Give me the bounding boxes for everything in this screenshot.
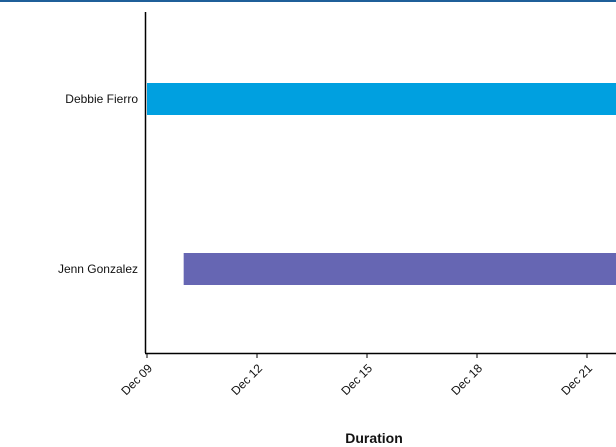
top-border [0,0,616,2]
category-label: Jenn Gonzalez [58,262,138,276]
bar-jenn-gonzalez [183,253,616,285]
x-tick-label: Dec 18 [448,361,485,398]
category-labels: Debbie Fierro Jenn Gonzalez [58,92,138,276]
category-label: Debbie Fierro [65,92,138,106]
x-tick-label: Dec 09 [118,361,155,398]
x-axis-title: Duration [345,430,403,446]
x-tick-label: Dec 12 [228,361,265,398]
bar-debbie-fierro [147,83,616,115]
x-tick-label: Dec 21 [558,361,595,398]
bars-layer [147,83,616,285]
x-ticks: Dec 09 Dec 12 Dec 15 Dec 18 Dec 21 [118,353,595,398]
x-tick-label: Dec 15 [338,361,375,398]
